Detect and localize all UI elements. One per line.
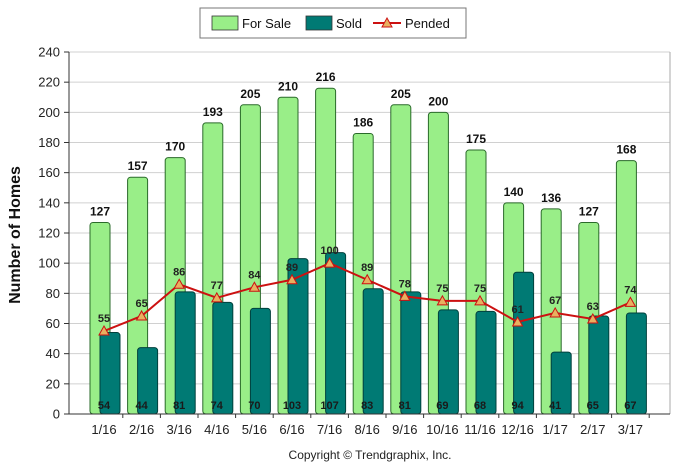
y-tick-label: 40 bbox=[46, 346, 60, 361]
label-sold-10/16: 69 bbox=[436, 400, 448, 412]
y-tick-label: 100 bbox=[38, 256, 60, 271]
legend: For Sale Sold Pended bbox=[200, 8, 469, 41]
label-sold-8/16: 83 bbox=[361, 400, 373, 412]
y-tick-label: 0 bbox=[53, 407, 60, 422]
label-pended-3/17: 74 bbox=[624, 284, 637, 296]
label-for-sale-5/16: 205 bbox=[240, 87, 260, 101]
x-tick-label: 1/17 bbox=[543, 422, 568, 437]
legend-sold-swatch bbox=[306, 16, 332, 30]
x-tick-label: 1/16 bbox=[91, 422, 116, 437]
label-for-sale-12/16: 140 bbox=[504, 185, 524, 199]
y-axis-label: Number of Homes bbox=[7, 166, 24, 304]
bar-sold-8/16 bbox=[363, 289, 383, 414]
x-tick-label: 10/16 bbox=[426, 422, 459, 437]
x-tick-label: 3/17 bbox=[618, 422, 643, 437]
label-for-sale-3/16: 170 bbox=[165, 140, 185, 154]
x-axis: 1/16 2/16 3/16 4/16 5/16 6/16 7/16 8/16 9/16 10/1… bbox=[69, 414, 670, 437]
label-sold-11/16: 68 bbox=[474, 400, 486, 412]
label-sold-5/16: 70 bbox=[248, 400, 260, 412]
label-for-sale-3/17: 168 bbox=[616, 143, 636, 157]
label-for-sale-1/16: 127 bbox=[90, 204, 110, 218]
y-tick-label: 240 bbox=[38, 45, 60, 60]
bar-sold-9/16 bbox=[401, 292, 421, 414]
label-sold-2/16: 44 bbox=[135, 400, 148, 412]
y-axis: 0 20 40 60 80 100 120 140 160 180 200 220 240 bbox=[38, 45, 69, 422]
x-tick-label: 9/16 bbox=[392, 422, 417, 437]
y-tick-label: 180 bbox=[38, 135, 60, 150]
label-for-sale-4/16: 193 bbox=[203, 105, 223, 119]
legend-pended-label: Pended bbox=[405, 16, 450, 31]
label-sold-7/16: 107 bbox=[320, 400, 338, 412]
label-pended-5/16: 84 bbox=[248, 269, 261, 281]
label-sold-3/16: 81 bbox=[173, 400, 185, 412]
bar-sold-11/16 bbox=[476, 311, 496, 414]
copyright-text: Copyright © Trendgraphix, Inc. bbox=[289, 448, 452, 462]
label-pended-10/16: 75 bbox=[436, 283, 448, 295]
bar-sold-10/16 bbox=[438, 310, 458, 414]
x-tick-label: 5/16 bbox=[242, 422, 267, 437]
label-pended-11/16: 75 bbox=[474, 283, 486, 295]
bar-sold-3/16 bbox=[175, 292, 195, 414]
x-tick-label: 6/16 bbox=[279, 422, 304, 437]
y-tick-label: 20 bbox=[46, 376, 60, 391]
y-tick-label: 220 bbox=[38, 75, 60, 90]
label-sold-1/16: 54 bbox=[98, 400, 111, 412]
bar-sold-7/16 bbox=[326, 253, 346, 414]
label-pended-7/16: 100 bbox=[320, 245, 338, 257]
label-pended-8/16: 89 bbox=[361, 262, 373, 274]
label-pended-1/16: 55 bbox=[98, 313, 110, 325]
bar-sold-4/16 bbox=[213, 302, 233, 414]
label-for-sale-6/16: 210 bbox=[278, 79, 298, 93]
label-for-sale-11/16: 175 bbox=[466, 132, 486, 146]
y-tick-label: 200 bbox=[38, 105, 60, 120]
x-tick-label: 4/16 bbox=[204, 422, 229, 437]
label-for-sale-2/17: 127 bbox=[579, 204, 599, 218]
label-sold-4/16: 74 bbox=[211, 400, 224, 412]
label-sold-3/17: 67 bbox=[624, 400, 636, 412]
label-for-sale-1/17: 136 bbox=[541, 191, 561, 205]
x-tick-label: 7/16 bbox=[317, 422, 342, 437]
label-sold-2/17: 65 bbox=[587, 400, 599, 412]
y-tick-label: 160 bbox=[38, 165, 60, 180]
label-pended-6/16: 89 bbox=[286, 262, 298, 274]
label-for-sale-9/16: 205 bbox=[391, 87, 411, 101]
legend-sold-label: Sold bbox=[336, 16, 362, 31]
label-for-sale-7/16: 216 bbox=[316, 70, 336, 84]
label-sold-1/17: 41 bbox=[549, 400, 561, 412]
label-sold-12/16: 94 bbox=[511, 400, 524, 412]
bar-sold-12/16 bbox=[514, 272, 534, 414]
label-pended-12/16: 61 bbox=[511, 304, 523, 316]
x-tick-label: 2/16 bbox=[129, 422, 154, 437]
label-pended-2/17: 63 bbox=[587, 301, 599, 313]
x-tick-label: 2/17 bbox=[580, 422, 605, 437]
bar-sold-3/17 bbox=[626, 313, 646, 414]
x-tick-label: 3/16 bbox=[167, 422, 192, 437]
x-tick-label: 11/16 bbox=[464, 422, 496, 437]
y-tick-label: 140 bbox=[38, 195, 60, 210]
y-tick-label: 60 bbox=[46, 316, 60, 331]
label-for-sale-10/16: 200 bbox=[428, 94, 448, 108]
label-sold-6/16: 103 bbox=[283, 400, 301, 412]
label-pended-2/16: 65 bbox=[135, 298, 147, 310]
label-pended-4/16: 77 bbox=[211, 280, 223, 292]
x-tick-label: 8/16 bbox=[355, 422, 380, 437]
label-pended-3/16: 86 bbox=[173, 266, 185, 278]
x-tick-label: 12/16 bbox=[501, 422, 534, 437]
label-for-sale-2/16: 157 bbox=[128, 159, 148, 173]
label-pended-1/17: 67 bbox=[549, 295, 561, 307]
y-tick-label: 120 bbox=[38, 226, 60, 241]
legend-for-sale-label: For Sale bbox=[242, 16, 291, 31]
bar-sold-5/16 bbox=[250, 308, 270, 414]
label-sold-9/16: 81 bbox=[399, 400, 411, 412]
y-tick-label: 80 bbox=[46, 286, 60, 301]
label-for-sale-8/16: 186 bbox=[353, 115, 373, 129]
legend-for-sale-swatch bbox=[212, 16, 238, 30]
label-pended-9/16: 78 bbox=[399, 278, 411, 290]
